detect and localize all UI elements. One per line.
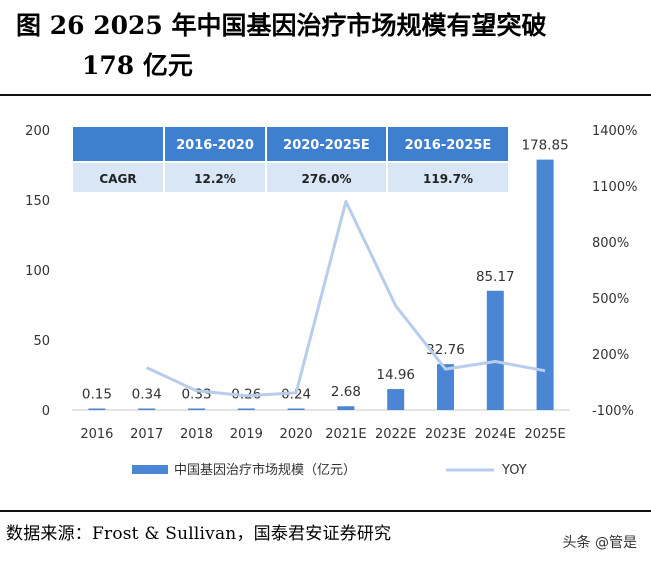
bar bbox=[437, 364, 454, 410]
bar-data-label: 85.17 bbox=[476, 269, 515, 285]
yoy-line bbox=[146, 200, 546, 398]
cagr-value-cell bbox=[388, 163, 508, 192]
cagr-header-cell bbox=[165, 127, 265, 161]
left-axis-tick: 200 bbox=[25, 124, 50, 139]
x-axis-tick: 2021E bbox=[325, 427, 366, 442]
cagr-value: 276.0% bbox=[302, 172, 352, 186]
cagr-value-cell bbox=[165, 163, 265, 192]
cagr-value-cell bbox=[267, 163, 386, 192]
bar bbox=[287, 408, 305, 410]
bar bbox=[237, 408, 255, 410]
cagr-row-label: CAGR bbox=[99, 172, 136, 186]
right-axis-tick: 1400% bbox=[592, 124, 637, 139]
x-axis-tick: 2017 bbox=[130, 427, 163, 442]
bar bbox=[138, 408, 156, 410]
left-axis-tick: 100 bbox=[25, 264, 50, 279]
x-axis-tick: 2018 bbox=[180, 427, 213, 442]
bar-data-label: 32.76 bbox=[426, 342, 465, 358]
cagr-value: 119.7% bbox=[423, 172, 473, 186]
legend-bar-label: 中国基因治疗市场规模（亿元） bbox=[174, 462, 356, 478]
x-axis-tick: 2025E bbox=[524, 427, 565, 442]
left-axis-tick: 0 bbox=[42, 404, 50, 419]
bar bbox=[536, 159, 554, 410]
left-axis-tick: 50 bbox=[33, 334, 50, 349]
title-line-2: 178 亿元 bbox=[82, 51, 193, 80]
bar bbox=[387, 389, 405, 410]
bar bbox=[337, 406, 355, 410]
bar-data-label: 0.34 bbox=[132, 387, 162, 403]
cagr-value: 12.2% bbox=[194, 172, 236, 186]
x-axis-tick: 2024E bbox=[475, 427, 516, 442]
bar bbox=[486, 290, 504, 410]
cagr-header-label: 2020-2025E bbox=[283, 138, 370, 153]
right-axis-tick: -100% bbox=[592, 404, 634, 419]
bar-data-label: 178.85 bbox=[521, 138, 568, 154]
cagr-header-label: 2016-2025E bbox=[405, 138, 492, 153]
x-axis-tick: 2016 bbox=[80, 427, 113, 442]
bar-data-label: 0.33 bbox=[181, 387, 211, 403]
source-note: 数据来源：Frost & Sullivan，国泰君安证券研究 bbox=[6, 524, 392, 544]
left-axis-tick: 150 bbox=[25, 194, 50, 209]
cagr-header-cell bbox=[73, 127, 163, 161]
bottom-rule bbox=[0, 510, 651, 512]
x-axis-tick: 2022E bbox=[375, 427, 416, 442]
bar-data-label: 0.24 bbox=[281, 387, 311, 403]
bar-data-label: 2.68 bbox=[331, 384, 361, 400]
x-axis-tick: 2020 bbox=[280, 427, 313, 442]
title-line-1: 图 26 2025 年中国基因治疗市场规模有望突破 bbox=[16, 11, 547, 40]
cagr-value-cell bbox=[73, 163, 163, 192]
right-axis-tick: 500% bbox=[592, 292, 629, 307]
cagr-header-label: 2016-2020 bbox=[176, 138, 254, 153]
bar bbox=[188, 408, 205, 410]
watermark: 头条 @管是 bbox=[562, 535, 637, 551]
top-rule bbox=[0, 94, 651, 96]
x-axis-tick: 2019 bbox=[230, 427, 263, 442]
bar-data-label: 14.96 bbox=[376, 367, 415, 383]
bar bbox=[88, 408, 106, 410]
x-axis-tick: 2023E bbox=[425, 427, 466, 442]
chart-title: 图 26 2025 年中国基因治疗市场规模有望突破 178 亿元 bbox=[16, 6, 546, 86]
cagr-header-cell bbox=[267, 127, 386, 161]
legend-line-label: YOY bbox=[501, 463, 527, 478]
right-axis-tick: 200% bbox=[592, 348, 629, 363]
bar-data-label: 0.15 bbox=[82, 387, 112, 403]
right-axis-tick: 800% bbox=[592, 236, 629, 251]
right-axis-tick: 1100% bbox=[592, 180, 637, 195]
cagr-header-cell bbox=[388, 127, 508, 161]
legend-bar-swatch bbox=[132, 465, 168, 474]
